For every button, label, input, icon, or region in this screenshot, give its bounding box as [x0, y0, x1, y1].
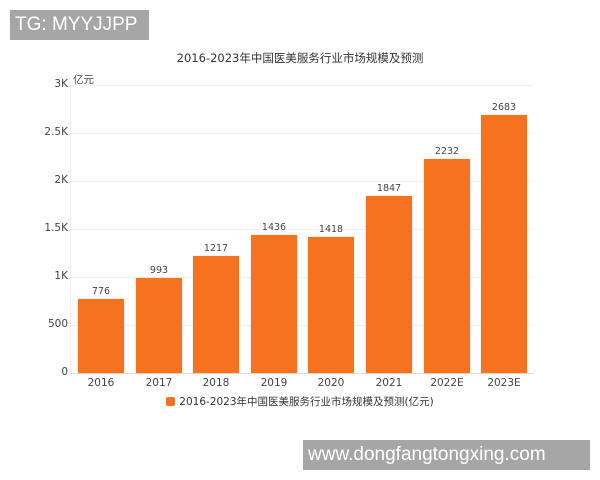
watermark-bottom: www.dongfangtongxing.com — [303, 440, 590, 470]
chart-title: 2016-2023年中国医美服务行业市场规模及预测 — [176, 51, 424, 65]
legend-swatch-icon — [166, 397, 176, 406]
watermark-top: TG: MYYJJPP — [10, 10, 149, 40]
bar-2016 — [78, 299, 124, 373]
bar-value-2023e: 2683 — [491, 102, 517, 113]
gridline-2-5k — [70, 133, 533, 134]
x-tick-2021: 2021 — [375, 377, 403, 389]
bar-2022e — [424, 159, 470, 373]
bar-value-2021: 1847 — [376, 183, 402, 194]
y-tick-3k: 3K — [54, 78, 68, 90]
gridline-500 — [70, 325, 533, 326]
y-tick-2k: 2K — [54, 174, 68, 186]
bar-2023e — [481, 115, 527, 373]
bar-2018 — [193, 256, 239, 373]
x-tick-2023e: 2023E — [487, 377, 521, 389]
bar-2019 — [251, 235, 297, 373]
gridline-3k — [70, 85, 533, 86]
y-tick-1-5k: 1.5K — [44, 222, 68, 234]
x-tick-2016: 2016 — [87, 377, 115, 389]
bar-2021 — [366, 196, 412, 373]
bar-value-2022e: 2232 — [434, 146, 460, 157]
y-axis-unit-label: 亿元 — [73, 74, 94, 86]
bar-value-2020: 1418 — [318, 224, 344, 235]
bar-value-2018: 1217 — [203, 243, 229, 254]
bar-value-2017: 993 — [149, 265, 169, 276]
bar-2020 — [308, 237, 354, 373]
x-tick-2018: 2018 — [202, 377, 230, 389]
gridline-2k — [70, 181, 533, 182]
x-tick-2019: 2019 — [260, 377, 288, 389]
bar-2017 — [136, 278, 182, 373]
x-tick-2017: 2017 — [145, 377, 173, 389]
x-tick-2020: 2020 — [317, 377, 345, 389]
gridline-1-5k — [70, 229, 533, 230]
bar-value-2016: 776 — [91, 286, 111, 297]
legend-label: 2016-2023年中国医美服务行业市场规模及预测(亿元) — [179, 396, 434, 408]
y-tick-2-5k: 2.5K — [44, 126, 68, 138]
bar-value-2019: 1436 — [261, 222, 287, 233]
chart-legend[interactable]: 2016-2023年中国医美服务行业市场规模及预测(亿元) — [0, 394, 600, 409]
y-tick-0: 0 — [61, 366, 68, 378]
gridline-1k — [70, 277, 533, 278]
x-tick-2022e: 2022E — [430, 377, 464, 389]
y-tick-1k: 1K — [54, 270, 68, 282]
x-axis-line — [70, 373, 533, 374]
y-axis-line — [70, 85, 71, 374]
y-tick-500: 500 — [47, 318, 68, 330]
